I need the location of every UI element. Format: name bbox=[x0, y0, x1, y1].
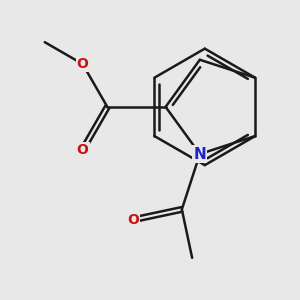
Text: O: O bbox=[128, 213, 139, 227]
Text: O: O bbox=[77, 57, 88, 71]
Text: O: O bbox=[77, 143, 88, 157]
Text: N: N bbox=[194, 146, 206, 161]
